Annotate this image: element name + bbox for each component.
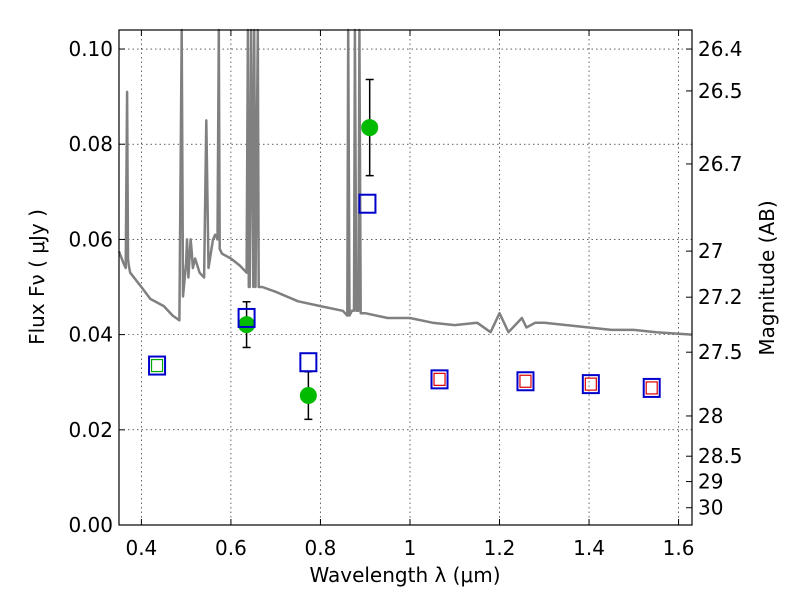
y-tick-label: 0.04 <box>68 323 113 347</box>
blue-square-marker <box>358 193 377 214</box>
y-axis-label: Flux Fν ( μJy ) <box>25 209 49 345</box>
blue-square-marker <box>516 371 535 392</box>
x-tick-label: 1.2 <box>484 536 516 560</box>
data-points <box>148 78 661 421</box>
mag-tick-label: 26.4 <box>698 37 743 61</box>
mag-tick-label: 27 <box>698 239 723 263</box>
small-square-marker <box>519 374 532 388</box>
mag-tick-label: 30 <box>698 496 723 520</box>
small-square-marker <box>584 377 597 391</box>
green-circle-marker <box>238 316 256 334</box>
blue-square-marker <box>642 377 661 398</box>
y-tick-label: 0.08 <box>68 132 113 156</box>
blue-square-marker <box>430 369 449 390</box>
mag-tick-label: 27.5 <box>698 340 743 364</box>
mag-tick-label: 28.5 <box>698 444 743 468</box>
mag-tick-label: 28 <box>698 404 723 428</box>
mag-tick-label: 26.7 <box>698 152 743 176</box>
x-axis-label: Wavelength λ (μm) <box>309 563 500 587</box>
mag-tick-label: 26.5 <box>698 79 743 103</box>
small-square-marker <box>433 372 446 386</box>
blue-square-marker <box>299 352 318 373</box>
model-spectrum <box>117 28 693 336</box>
green-circle-marker <box>299 387 317 405</box>
y2-axis-label: Magnitude (AB) <box>755 200 779 355</box>
blue-square-marker <box>148 355 167 376</box>
plot-frame <box>118 29 693 526</box>
mag-tick-label: 27.2 <box>698 285 743 309</box>
x-tick-label: 0.8 <box>305 536 337 560</box>
y-tick-label: 0.00 <box>68 513 113 537</box>
spectrum-line <box>117 28 693 336</box>
y-tick-label: 0.06 <box>68 227 113 251</box>
x-tick-label: 0.6 <box>215 536 247 560</box>
y-tick-label: 0.10 <box>68 37 113 61</box>
x-tick-label: 1 <box>404 536 417 560</box>
blue-square-marker <box>237 307 256 328</box>
blue-square-marker <box>581 374 600 395</box>
x-tick-label: 1.4 <box>573 536 605 560</box>
green-circle-marker <box>361 119 379 137</box>
axis-ticks: 0.4 0.6 0.8 1 1.2 1.4 1.6 0.00 0.02 0.04 0.06 0.08 0… <box>68 30 743 560</box>
small-square-marker <box>150 358 164 373</box>
x-tick-label: 0.4 <box>125 536 157 560</box>
small-square-marker <box>645 381 658 395</box>
y-tick-label: 0.02 <box>68 418 113 442</box>
mag-tick-label: 29 <box>698 470 723 494</box>
x-tick-label: 1.6 <box>663 536 695 560</box>
